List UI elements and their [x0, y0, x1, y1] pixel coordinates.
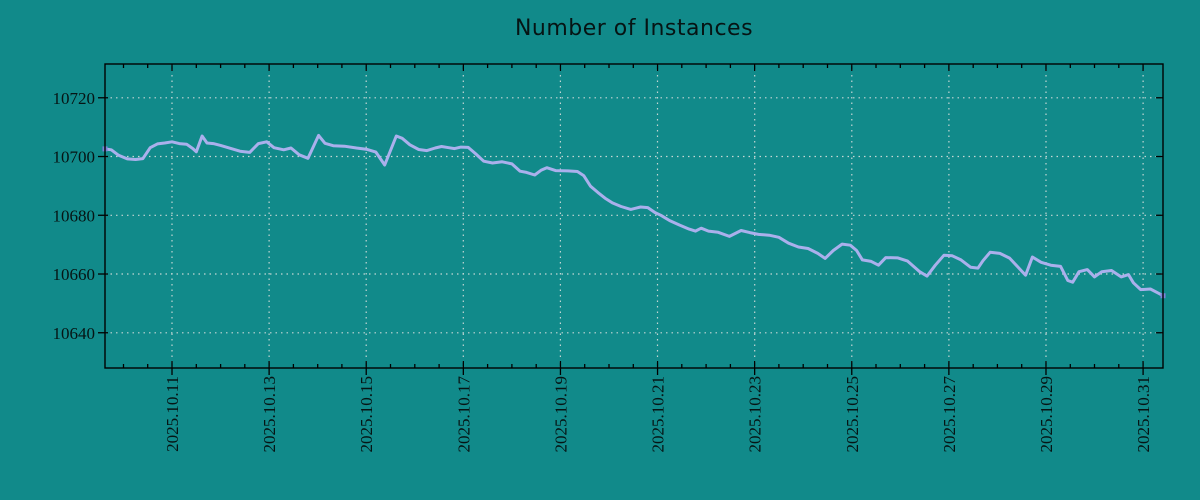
y-tick-label: 10680	[53, 206, 96, 225]
data-series-line	[104, 133, 1164, 298]
x-tick-label: 2025.10.19	[551, 376, 570, 453]
y-tick-label: 10660	[53, 265, 96, 284]
x-tick-label: 2025.10.15	[357, 376, 376, 453]
x-tick-label: 2025.10.23	[746, 376, 765, 453]
x-tick-label: 2025.10.27	[940, 376, 959, 453]
x-tick-label: 2025.10.13	[260, 376, 279, 453]
y-tick-label: 10720	[53, 89, 96, 108]
x-tick-label: 2025.10.29	[1037, 376, 1056, 453]
x-tick-label: 2025.10.21	[649, 376, 668, 453]
x-tick-label: 2025.10.31	[1134, 376, 1153, 453]
y-tick-label: 10640	[53, 324, 96, 343]
chart-title: Number of Instances	[514, 16, 754, 41]
x-tick-label: 2025.10.17	[454, 376, 473, 453]
x-tick-label: 2025.10.25	[843, 376, 862, 453]
x-tick-label: 2025.10.11	[163, 376, 182, 452]
y-tick-label: 10700	[53, 148, 96, 167]
plot-frame	[104, 63, 1164, 369]
